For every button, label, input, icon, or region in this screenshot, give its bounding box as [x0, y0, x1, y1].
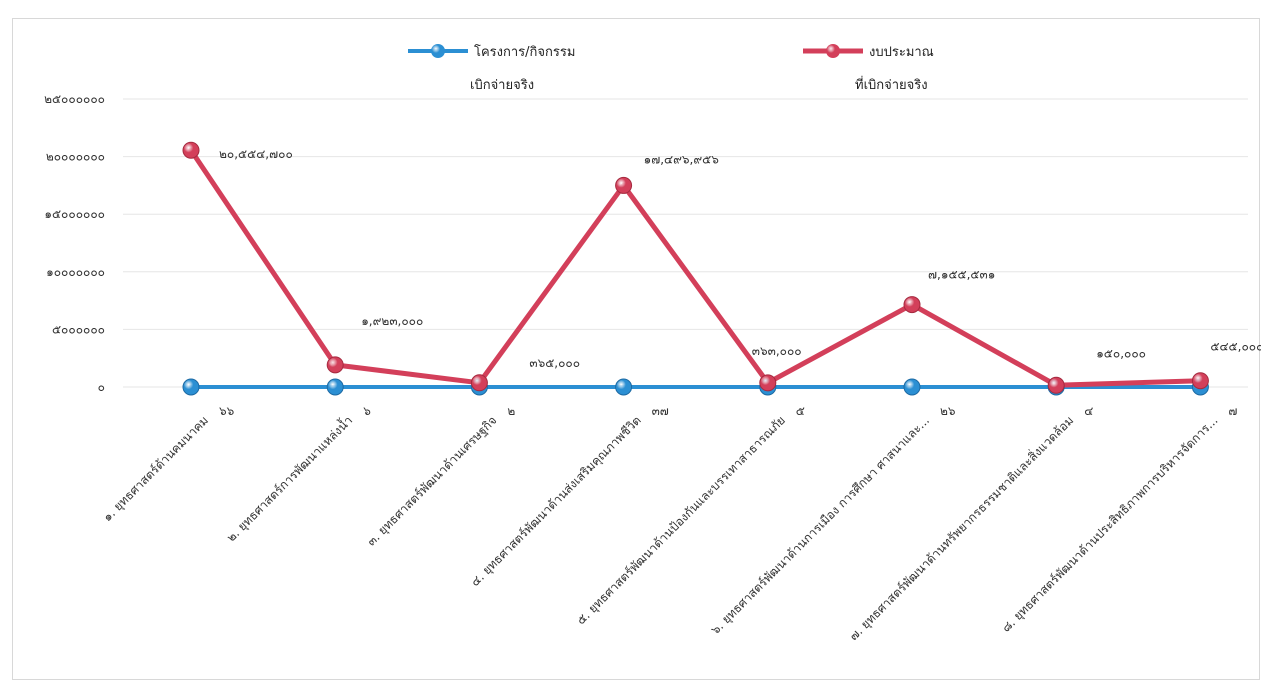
- data-point[interactable]: [615, 378, 633, 396]
- y-tick-label: ๒๕๐๐๐๐๐๐: [44, 92, 105, 106]
- data-label-budget: ๑๕๐,๐๐๐: [1096, 346, 1146, 360]
- data-point[interactable]: [903, 296, 921, 314]
- data-label-projects: ๕: [796, 404, 805, 418]
- data-label-projects: ๓๗: [652, 404, 669, 418]
- legend-label: โครงการ/กิจกรรม: [474, 44, 575, 60]
- data-point[interactable]: [1047, 376, 1065, 394]
- y-tick-label: ๑๐๐๐๐๐๐๐: [46, 265, 105, 279]
- data-point[interactable]: [903, 378, 921, 396]
- legend-label: งบประมาณ: [869, 45, 934, 60]
- legend-swatch-marker: [826, 44, 840, 58]
- data-label-budget: ๓๖๓,๐๐๐: [752, 344, 802, 358]
- data-point[interactable]: [182, 378, 200, 396]
- y-tick-label: ๐: [98, 380, 105, 394]
- data-label-projects: ๖๖: [219, 404, 234, 418]
- data-point[interactable]: [1191, 372, 1209, 390]
- data-label-budget: ๗,๑๕๕,๕๓๑: [928, 268, 995, 282]
- data-point[interactable]: [182, 141, 200, 159]
- x-tick-label: ๖. ยุทธศาสตร์พัฒนาด้านการเมือง การศึกษา …: [708, 413, 933, 638]
- series-lines: [188, 147, 1203, 389]
- y-tick-label: ๕๐๐๐๐๐๐: [52, 322, 105, 336]
- data-label-projects: ๖: [363, 404, 371, 418]
- chart-frame: โครงการ/กิจกรรมเบิกจ่ายจริง งบประมาณที่เบ…: [12, 18, 1261, 680]
- x-axis: ๑. ยุทธศาสตร์ด้านคมนาคม ๒. ยุทธศาสตร์การพ…: [100, 412, 1221, 644]
- data-label-projects: ๒๖: [940, 404, 956, 418]
- data-point[interactable]: [470, 374, 488, 392]
- data-label-budget: ๕๔๕,๐๐๐: [1210, 340, 1261, 354]
- legend-swatch-marker: [431, 44, 445, 58]
- gridlines: [123, 98, 1248, 388]
- x-tick-label: ๔. ยุทธศาสตร์พัฒนาด้านส่งเสริมคุณภาพชีวิ…: [468, 413, 645, 590]
- x-tick-label: ๓. ยุทธศาสตร์พัฒนาด้านเศรษฐกิจ: [364, 413, 500, 549]
- data-label-budget: ๑,๙๒๓,๐๐๐: [361, 314, 423, 328]
- x-tick-label: ๗. ยุทธศาสตร์พัฒนาด้านทรัพยากรธรรมชาติแล…: [845, 412, 1077, 644]
- data-label-budget: ๓๖๕,๐๐๐: [529, 356, 580, 370]
- data-label-budget: ๑๗,๔๙๖,๙๕๖: [644, 152, 719, 166]
- legend-label-line2: ที่เบิกจ่ายจริง: [855, 76, 928, 93]
- legend-label-line2: เบิกจ่ายจริง: [470, 78, 534, 93]
- data-point[interactable]: [326, 378, 344, 396]
- data-label-projects: ๔: [1084, 404, 1093, 418]
- series-points: [182, 141, 1209, 396]
- y-tick-label: ๑๕๐๐๐๐๐๐: [44, 207, 105, 221]
- data-label-projects: ๗: [1228, 404, 1237, 418]
- data-point[interactable]: [759, 374, 777, 392]
- y-tick-label: ๒๐๐๐๐๐๐๐: [46, 150, 105, 164]
- data-point[interactable]: [326, 356, 344, 374]
- series-line-1: [188, 147, 1203, 388]
- x-tick-label: ๑. ยุทธศาสตร์ด้านคมนาคม: [100, 413, 212, 525]
- data-label-budget: ๒๐,๕๕๔,๗๐๐: [219, 147, 293, 161]
- data-labels: ๖๖๖๒๓๗๕๒๖๔๗๒๐,๕๕๔,๗๐๐๑,๙๒๓,๐๐๐๓๖๕,๐๐๐๑๗,…: [219, 147, 1261, 418]
- data-point[interactable]: [615, 176, 633, 194]
- x-tick-label: ๒. ยุทธศาสตร์การพัฒนาแหล่งน้ำ: [223, 412, 356, 545]
- data-label-projects: ๒: [507, 404, 515, 418]
